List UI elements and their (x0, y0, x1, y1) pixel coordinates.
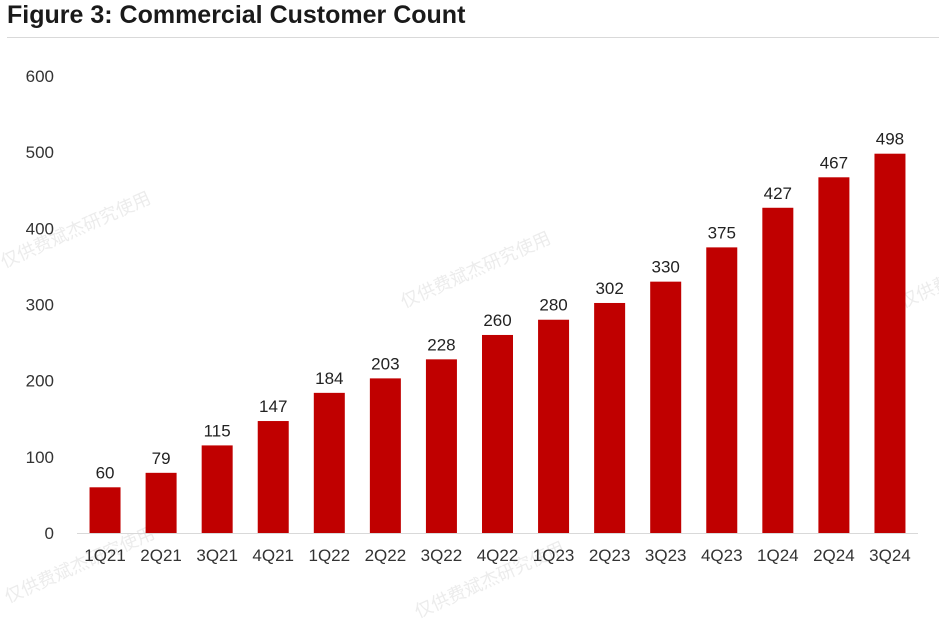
x-tick-label: 2Q21 (140, 546, 182, 565)
data-label: 260 (483, 311, 511, 330)
x-tick-label: 3Q23 (645, 546, 687, 565)
data-label: 60 (96, 463, 115, 482)
data-label: 203 (371, 354, 399, 373)
bar (818, 177, 850, 533)
data-label: 467 (820, 153, 848, 172)
data-label: 79 (152, 449, 171, 468)
data-label: 498 (876, 130, 904, 149)
y-tick-label: 400 (26, 219, 54, 238)
x-tick-label: 1Q23 (533, 546, 575, 565)
x-tick-label: 1Q24 (757, 546, 799, 565)
y-tick-label: 0 (45, 524, 54, 543)
x-tick-label: 2Q22 (365, 546, 407, 565)
x-tick-label: 4Q22 (477, 546, 519, 565)
bar (201, 445, 233, 533)
x-tick-label: 2Q24 (813, 546, 855, 565)
bar-chart: 0 100 200 300 400 500 600 60 1Q21 79 2Q21 115 3Q21 14… (26, 67, 918, 565)
y-tick-label: 300 (26, 296, 54, 315)
x-tick-label: 2Q23 (589, 546, 631, 565)
bar (538, 319, 570, 533)
y-tick-label: 100 (26, 448, 54, 467)
bar (762, 207, 794, 534)
data-label: 280 (539, 296, 567, 315)
data-label: 147 (259, 397, 287, 416)
bar (313, 392, 345, 533)
data-label: 228 (427, 335, 455, 354)
data-label: 302 (595, 279, 623, 298)
data-label: 115 (204, 421, 231, 440)
y-tick-label: 500 (26, 143, 54, 162)
y-tick-label: 200 (26, 372, 54, 391)
bar (257, 421, 289, 533)
x-tick-label: 1Q21 (84, 546, 126, 565)
bar (482, 334, 513, 533)
x-tick-label: 4Q23 (701, 546, 743, 565)
bar (369, 378, 401, 533)
bar (594, 302, 626, 533)
title-divider (7, 37, 939, 38)
x-tick-label: 3Q21 (196, 546, 238, 565)
bar (706, 247, 738, 533)
bar (650, 281, 682, 533)
data-label: 184 (315, 369, 343, 388)
bar (874, 153, 906, 533)
data-label: 375 (708, 223, 736, 242)
figure-title: Figure 3: Commercial Customer Count (7, 1, 466, 29)
x-tick-label: 4Q21 (252, 546, 294, 565)
y-tick-label: 600 (26, 67, 54, 86)
x-tick-label: 3Q24 (869, 546, 911, 565)
x-tick-label: 1Q22 (309, 546, 351, 565)
data-label: 330 (652, 258, 680, 277)
bar (425, 359, 457, 533)
x-tick-label: 3Q22 (421, 546, 463, 565)
bar (89, 487, 121, 533)
bar (145, 472, 177, 533)
data-label: 427 (764, 184, 792, 203)
